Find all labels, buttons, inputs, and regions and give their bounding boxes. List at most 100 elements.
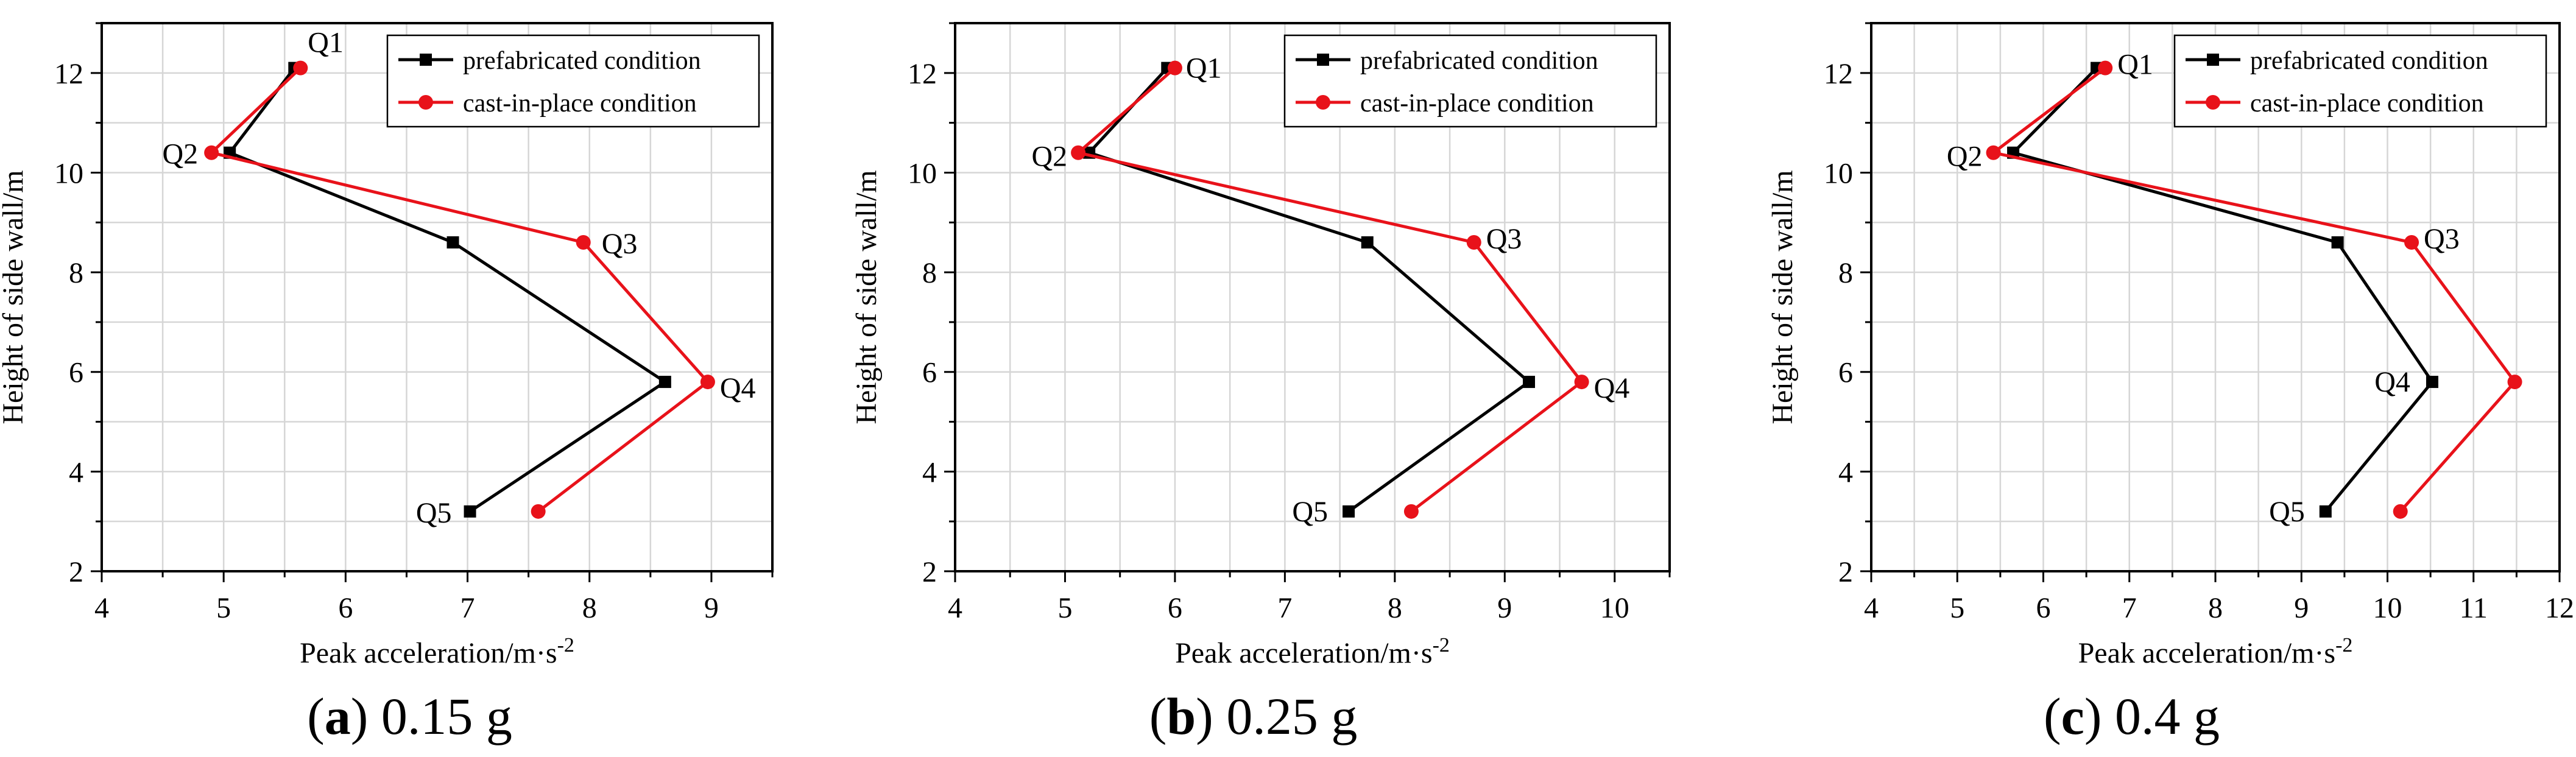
caption-a: (a) 0.15 g: [307, 687, 512, 745]
x-tick-label: 4: [948, 592, 962, 624]
x-tick-label: 10: [2373, 592, 2402, 624]
data-point-prefabricated: [1523, 376, 1536, 389]
x-tick-label: 5: [216, 592, 231, 624]
x-axis-label: Peak acceleration/m·s-2: [300, 634, 574, 669]
x-tick-label: 6: [338, 592, 353, 624]
y-tick-label: 8: [1838, 257, 1853, 289]
x-axis-label-superscript: -2: [2335, 634, 2352, 657]
y-tick-label: 10: [54, 157, 83, 189]
y-tick-label: 2: [69, 556, 83, 588]
legend-label: cast-in-place condition: [2250, 90, 2484, 118]
point-label-q3: Q3: [1486, 223, 1522, 255]
y-tick-label: 4: [1838, 456, 1853, 488]
y-tick-label: 10: [908, 157, 937, 189]
y-tick-label: 8: [922, 257, 937, 289]
y-tick-label: 4: [922, 456, 937, 488]
plot-frame: [101, 22, 774, 572]
legend-marker-circle: [1316, 95, 1330, 110]
x-tick-label: 7: [461, 592, 475, 624]
point-label-q1: Q1: [1186, 52, 1222, 85]
y-tick-label: 12: [908, 58, 937, 90]
x-tick-label: 6: [1168, 592, 1182, 624]
x-tick-label: 8: [2208, 592, 2223, 624]
y-tick-label: 12: [1824, 58, 1853, 90]
y-tick-label: 2: [922, 556, 937, 588]
data-point-prefabricated: [2331, 236, 2344, 248]
x-axis-label-superscript: -2: [557, 634, 574, 657]
point-label-q5: Q5: [1292, 496, 1328, 528]
legend-box: [1283, 34, 1657, 128]
series-line-cast-in-place: [1989, 66, 2517, 513]
data-point-cast-in-place: [1403, 504, 1419, 519]
data-point-cast-in-place: [1574, 375, 1589, 390]
y-tick-label: 6: [69, 357, 83, 389]
plot-frame: [1870, 22, 2561, 572]
series-line-cast-in-place: [1075, 66, 1584, 513]
y-tick-label: 8: [69, 257, 83, 289]
legend-label: prefabricated condition: [2250, 47, 2488, 75]
legend-marker-square: [420, 54, 432, 66]
x-tick-label: 9: [1497, 592, 1512, 624]
data-point-prefabricated: [464, 505, 476, 518]
point-label-q5: Q5: [416, 497, 452, 529]
x-tick-label: 6: [2036, 592, 2051, 624]
x-tick-label: 12: [2545, 592, 2574, 624]
x-axis-label: Peak acceleration/m·s-2: [2078, 634, 2353, 669]
data-point-prefabricated: [446, 236, 459, 248]
legend-label: cast-in-place condition: [463, 90, 697, 118]
series-line-cast-in-place: [208, 66, 710, 513]
x-tick-label: 8: [1388, 592, 1402, 624]
x-tick-label: 4: [1864, 592, 1879, 624]
data-point-prefabricated: [1361, 236, 1374, 248]
data-point-cast-in-place: [1986, 145, 2001, 160]
x-tick-label: 11: [2460, 592, 2488, 624]
chart-panel-a: 4 5 6 7 8 9 2 4 6 8 10 12 Peak acceleration/m·s-2 Hei…: [0, 0, 819, 757]
legend-label: cast-in-place condition: [1360, 90, 1594, 118]
x-tick-label: 7: [2122, 592, 2137, 624]
data-point-prefabricated: [1343, 505, 1355, 518]
legend-label: prefabricated condition: [463, 47, 701, 75]
point-label-q5: Q5: [2269, 496, 2305, 528]
y-tick-label: 2: [1838, 556, 1853, 588]
point-label-q2: Q2: [1031, 141, 1067, 173]
data-point-cast-in-place: [204, 145, 219, 160]
point-label-q4: Q4: [720, 372, 756, 404]
point-label-q1: Q1: [2117, 49, 2153, 81]
data-point-cast-in-place: [576, 235, 591, 250]
x-tick-label: 7: [1277, 592, 1292, 624]
legend-box: [386, 34, 760, 128]
data-point-prefabricated: [2319, 505, 2332, 518]
series-line-prefabricated: [1086, 66, 1532, 513]
legend-marker-square: [1317, 54, 1329, 66]
series-line-prefabricated: [2010, 66, 2435, 513]
point-label-q1: Q1: [308, 27, 344, 59]
data-point-cast-in-place: [293, 60, 308, 76]
y-axis-label: Height of side wall/m: [0, 170, 29, 424]
caption-c: (c) 0.4 g: [2044, 687, 2220, 745]
y-tick-label: 6: [922, 357, 937, 389]
point-label-q3: Q3: [2424, 223, 2460, 255]
legend-box: [2173, 34, 2547, 128]
y-tick-label: 6: [1838, 357, 1853, 389]
data-point-cast-in-place: [2507, 375, 2522, 390]
x-tick-label: 8: [582, 592, 597, 624]
x-tick-label: 10: [1600, 592, 1629, 624]
legend-label: prefabricated condition: [1360, 47, 1598, 75]
x-tick-label: 4: [94, 592, 109, 624]
data-point-prefabricated: [658, 376, 671, 389]
point-label-q4: Q4: [1594, 372, 1630, 404]
data-point-cast-in-place: [2393, 504, 2408, 519]
y-tick-label: 12: [54, 58, 83, 90]
point-label-q3: Q3: [602, 228, 638, 260]
x-tick-label: 9: [704, 592, 719, 624]
series-line-prefabricated: [227, 67, 668, 513]
data-point-cast-in-place: [700, 375, 715, 390]
legend-marker-circle: [2206, 95, 2220, 110]
x-tick-label: 5: [1057, 592, 1072, 624]
y-axis-label: Height of side wall/m: [1766, 170, 1799, 424]
y-axis-label: Height of side wall/m: [850, 170, 883, 424]
y-tick-label: 10: [1824, 157, 1853, 189]
